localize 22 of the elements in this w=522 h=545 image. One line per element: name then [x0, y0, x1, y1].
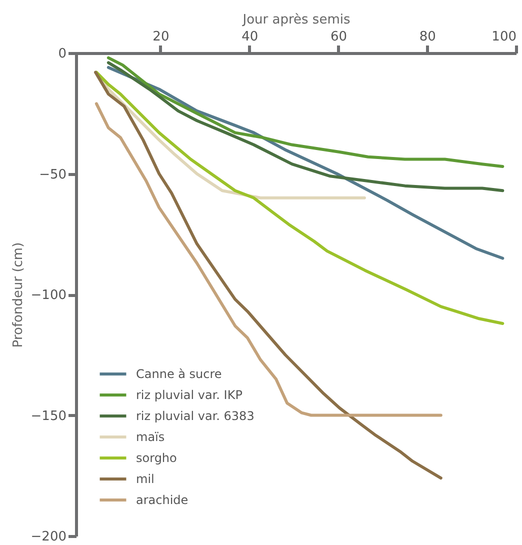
- line-series: [106, 56, 504, 168]
- y-tick-label: 0: [58, 46, 66, 62]
- line-series: [106, 61, 504, 192]
- legend-label: riz pluvial var. IKP: [136, 388, 242, 402]
- y-tick-label: −100: [30, 288, 66, 303]
- legend-label: riz pluvial var. 6383: [136, 409, 254, 423]
- x-tick-label: 60: [330, 30, 347, 44]
- line-series: [94, 70, 504, 325]
- x-axis-title: Jour après semis: [242, 12, 350, 28]
- legend-label: sorgho: [136, 451, 177, 465]
- y-tick-label: −200: [30, 530, 66, 544]
- legend-label: Canne à sucre: [136, 367, 222, 381]
- x-tick-label: 40: [242, 30, 258, 44]
- x-tick-label: 80: [419, 30, 436, 44]
- legend-label: maïs: [136, 430, 165, 444]
- y-tick-label: −50: [39, 167, 66, 182]
- x-tick-label: 100: [492, 30, 516, 44]
- legend-label: mil: [136, 472, 154, 486]
- y-tick-label: −150: [30, 408, 66, 424]
- y-axis-title: Profondeur (cm): [10, 242, 26, 348]
- x-tick-label: 20: [152, 30, 170, 44]
- legend-label: arachide: [136, 493, 188, 507]
